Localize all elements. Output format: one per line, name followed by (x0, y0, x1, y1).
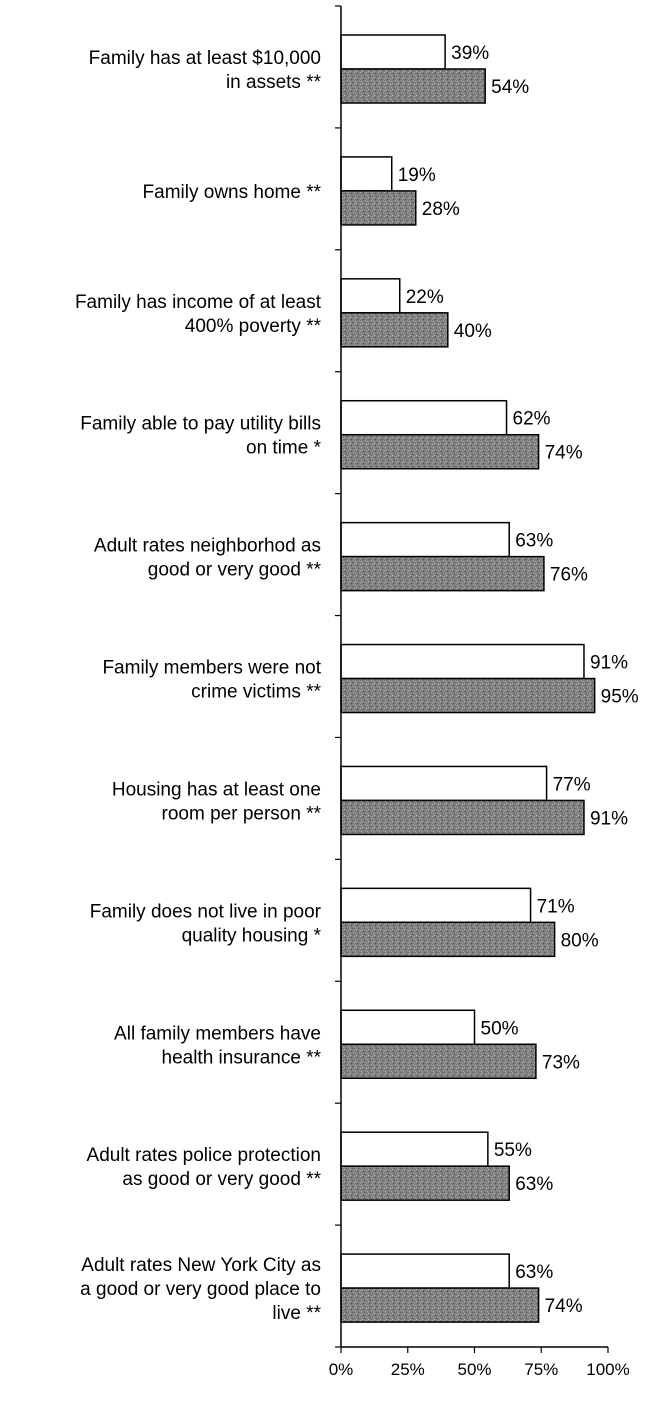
category-label-10-line-1: Adult rates police protection (87, 1145, 321, 1166)
category-label-8-line-2: quality housing * (182, 925, 322, 946)
bar-series-1-item-2 (340, 156, 393, 192)
value-label-series-2-item-6: 95% (601, 687, 639, 708)
value-label-series-1-item-2: 19% (398, 165, 436, 186)
x-tick-label-1: 0% (329, 1360, 354, 1379)
bar-series-1-item-10 (340, 1131, 489, 1167)
category-label-10: Adult rates police protection as good or … (87, 1145, 322, 1190)
category-label-7-line-1: Housing has at least one (112, 779, 321, 800)
category-label-4-line-2: on time * (246, 438, 322, 459)
bar-series-2-item-5 (340, 555, 545, 592)
category-label-1: Family has at least $10,000 in assets ** (89, 48, 322, 93)
category-label-11-line-3: live ** (272, 1303, 321, 1324)
category-label-6-line-2: crime victims ** (191, 682, 321, 703)
value-label-series-2-item-5: 76% (550, 565, 588, 586)
bar-series-1-item-11 (340, 1253, 510, 1289)
bar-series-1-item-7 (340, 765, 548, 802)
bar-series-2-item-11 (340, 1287, 540, 1323)
category-label-9: All family members have health insurance … (114, 1023, 322, 1068)
category-label-8-line-1: Family does not live in poor (90, 901, 322, 922)
bar-series-2-item-2 (340, 190, 417, 226)
bar-series-1-item-1 (340, 34, 446, 70)
category-label-3-line-2: 400% poverty ** (185, 316, 322, 337)
category-label-10-line-2: as good or very good ** (122, 1169, 321, 1190)
category-label-1-line-2: in assets ** (226, 72, 322, 93)
value-label-series-1-item-5: 63% (515, 531, 553, 552)
bars-layer (340, 34, 596, 1323)
value-label-series-1-item-10: 55% (494, 1140, 532, 1161)
category-label-3: Family has income of at least 400% povert… (75, 292, 322, 337)
category-label-3-line-1: Family has income of at least (75, 292, 322, 313)
axis-layer: 0% 25% 50% 75% 100% (329, 5, 630, 1379)
bar-series-1-item-5 (340, 521, 510, 558)
category-label-5: Adult rates neighborhod as good or very g… (94, 536, 322, 581)
bar-series-2-item-7 (340, 799, 585, 836)
value-label-series-2-item-7: 91% (590, 808, 628, 829)
value-label-series-2-item-2: 28% (422, 199, 460, 220)
category-label-11: Adult rates New York City as a good or ve… (80, 1255, 321, 1324)
x-tick-label-5: 100% (586, 1360, 629, 1379)
value-label-series-2-item-3: 40% (454, 321, 492, 342)
value-label-series-2-item-1: 54% (491, 77, 529, 98)
category-label-6-line-1: Family members were not (102, 658, 321, 679)
category-label-5-line-1: Adult rates neighborhod as (94, 536, 321, 557)
value-label-series-1-item-11: 63% (515, 1262, 553, 1283)
category-label-2: Family owns home ** (143, 182, 322, 203)
x-tick-label-3: 50% (457, 1360, 491, 1379)
category-label-4-line-1: Family able to pay utility bills (80, 414, 321, 435)
value-label-series-2-item-4: 74% (545, 443, 583, 464)
bar-series-1-item-8 (340, 887, 532, 924)
category-label-9-line-1: All family members have (114, 1023, 321, 1044)
x-tick-label-4: 75% (524, 1360, 558, 1379)
category-label-7-line-2: room per person ** (162, 803, 322, 824)
category-label-5-line-2: good or very good ** (148, 560, 322, 581)
bar-series-2-item-1 (340, 68, 486, 104)
bar-series-2-item-6 (340, 677, 596, 714)
value-label-series-1-item-6: 91% (590, 653, 628, 674)
category-label-11-line-2: a good or very good place to (80, 1279, 321, 1300)
value-label-series-1-item-8: 71% (537, 896, 575, 917)
bar-series-1-item-4 (340, 399, 508, 436)
labels-layer: 39%54% Family has at least $10,000 in asse… (75, 43, 639, 1324)
value-label-series-2-item-11: 74% (545, 1296, 583, 1317)
category-label-9-line-2: health insurance ** (162, 1047, 322, 1068)
category-label-11-line-1: Adult rates New York City as (81, 1255, 321, 1276)
category-label-4: Family able to pay utility bills on time … (80, 414, 321, 459)
category-label-7: Housing has at least one room per person … (112, 779, 322, 824)
value-label-series-2-item-8: 80% (561, 930, 599, 951)
value-label-series-2-item-9: 73% (542, 1052, 580, 1073)
value-label-series-1-item-3: 22% (406, 287, 444, 308)
value-label-series-1-item-7: 77% (553, 774, 591, 795)
bar-series-2-item-4 (340, 433, 540, 470)
x-tick-label-2: 25% (391, 1360, 425, 1379)
bar-series-1-item-6 (340, 643, 585, 680)
bar-series-2-item-3 (340, 312, 449, 348)
category-label-8: Family does not live in poor quality hous… (90, 901, 322, 946)
value-label-series-1-item-9: 50% (481, 1018, 519, 1039)
category-label-2-line-1: Family owns home ** (143, 182, 322, 203)
category-label-1-line-1: Family has at least $10,000 (89, 48, 321, 69)
bar-series-2-item-9 (340, 1043, 537, 1080)
value-label-series-2-item-10: 63% (515, 1174, 553, 1195)
bar-series-1-item-9 (340, 1009, 476, 1046)
bar-series-2-item-10 (340, 1165, 510, 1201)
value-label-series-1-item-4: 62% (513, 409, 551, 430)
value-label-series-1-item-1: 39% (451, 43, 489, 64)
category-label-6: Family members were not crime victims ** (102, 658, 321, 703)
bar-series-1-item-3 (340, 278, 401, 314)
bar-series-2-item-8 (340, 921, 556, 958)
